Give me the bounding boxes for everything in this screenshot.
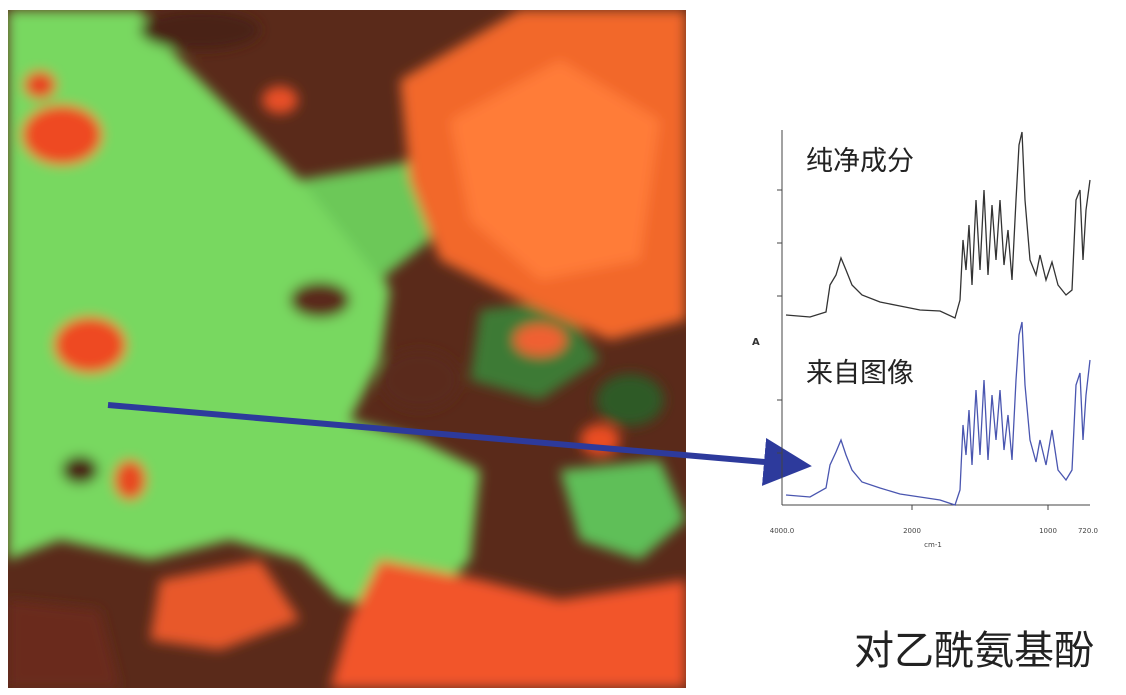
caption: 对乙酰氨基酚 — [854, 628, 1094, 674]
chemical-map — [8, 10, 686, 688]
trace-label: 来自图像 — [806, 358, 914, 389]
trace-label: 纯净成分 — [806, 146, 914, 177]
spectrum-pure — [785, 131, 1091, 319]
spectra-panel: 纯净成分 来自图像 A 4000.0 2000 1000 720.0 cm-1 — [752, 130, 1098, 549]
x-tick-label: 4000.0 — [770, 527, 795, 535]
x-axis-label: cm-1 — [924, 541, 942, 549]
arrow — [107, 402, 812, 486]
x-tick-label: 720.0 — [1078, 527, 1098, 535]
y-axis-label: A — [752, 337, 760, 348]
x-tick-label: 1000 — [1039, 527, 1057, 535]
axis-ticks — [777, 189, 1049, 510]
x-tick-label: 2000 — [903, 527, 921, 535]
spectrum-image — [785, 321, 1091, 506]
